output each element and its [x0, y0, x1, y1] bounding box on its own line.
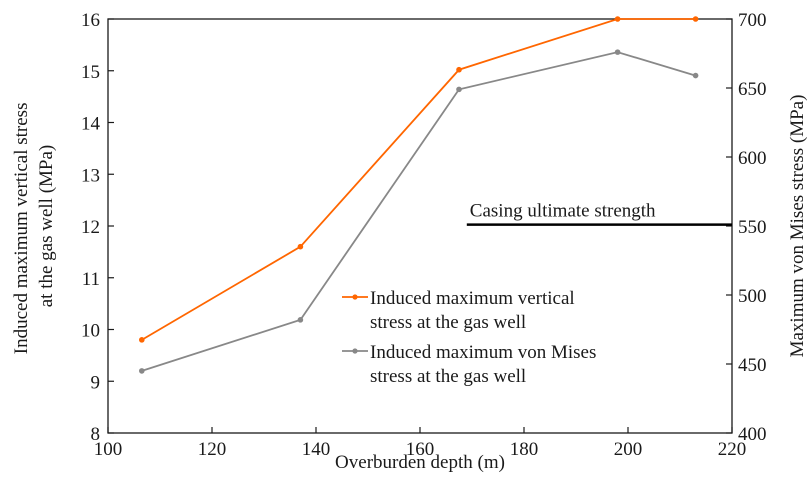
y-left-tick-label: 10 [81, 321, 100, 342]
legend-label-0: stress at the gas well [370, 312, 526, 333]
y-axis-left-title: Induced maximum vertical stress at the g… [11, 98, 57, 354]
y-right-tick-label: 650 [738, 79, 767, 100]
legend-label-1: Induced maximum von Mises [370, 342, 596, 363]
y-left-tick-label: 16 [81, 10, 100, 31]
x-axis: 100 120 140 160 180 200 220 [94, 427, 747, 460]
series-0-point [297, 243, 304, 250]
y-right-tick-label: 550 [738, 217, 767, 238]
x-tick-label: 100 [94, 439, 123, 460]
series-0-point [614, 16, 621, 22]
y-axis-left: 8 9 10 11 12 13 14 15 16 [81, 10, 114, 445]
x-tick-label: 120 [198, 439, 227, 460]
legend-swatch-marker-1 [352, 348, 358, 354]
y-left-tick-label: 11 [82, 269, 100, 290]
y-left-tick-label: 12 [81, 217, 100, 238]
x-axis-title: Overburden depth (m) [335, 452, 505, 473]
series-0-point [456, 66, 462, 73]
series-0-point [692, 16, 699, 22]
casing-strength-label: Casing ultimate strength [470, 201, 656, 222]
y-right-tick-label: 600 [738, 148, 767, 169]
legend-label-0: Induced maximum vertical [370, 288, 575, 309]
series-1-point [297, 317, 304, 323]
series-1-point [139, 368, 145, 374]
y-right-tick-label: 700 [738, 10, 767, 31]
legend-label-1: stress at the gas well [370, 366, 526, 387]
y-left-tick-label: 14 [81, 114, 101, 135]
y-axis-right: 400 450 500 550 600 650 700 [726, 10, 767, 445]
reference-line-group: Casing ultimate strength [466, 201, 732, 226]
x-tick-label: 180 [510, 439, 539, 460]
y-left-tick-label: 9 [91, 372, 101, 393]
y-left-tick-label: 15 [81, 62, 100, 83]
legend: Induced maximum vertical stress at the ga… [342, 288, 596, 387]
y-right-tick-label: 500 [738, 286, 767, 307]
y-left-tick-label: 8 [91, 424, 101, 445]
x-tick-label: 160 [406, 439, 435, 460]
series-1-point [614, 49, 621, 55]
x-tick-label: 200 [614, 439, 643, 460]
x-tick-label: 140 [302, 439, 331, 460]
series-1-point [456, 86, 462, 93]
legend-swatch-marker-0 [352, 294, 358, 300]
y-right-tick-label: 400 [738, 424, 767, 445]
series-0-point [139, 337, 145, 343]
y-axis-left-title-line2: at the gas well (MPa) [36, 145, 57, 308]
series-1-point [692, 72, 699, 79]
y-right-tick-label: 450 [738, 355, 767, 376]
x-tick-label: 220 [718, 439, 747, 460]
series-group [139, 16, 699, 374]
y-left-tick-label: 13 [81, 165, 100, 186]
y-axis-left-title-line1: Induced maximum vertical stress [11, 103, 32, 355]
y-axis-right-title: Maximum von Mises stress (MPa) [787, 95, 808, 358]
